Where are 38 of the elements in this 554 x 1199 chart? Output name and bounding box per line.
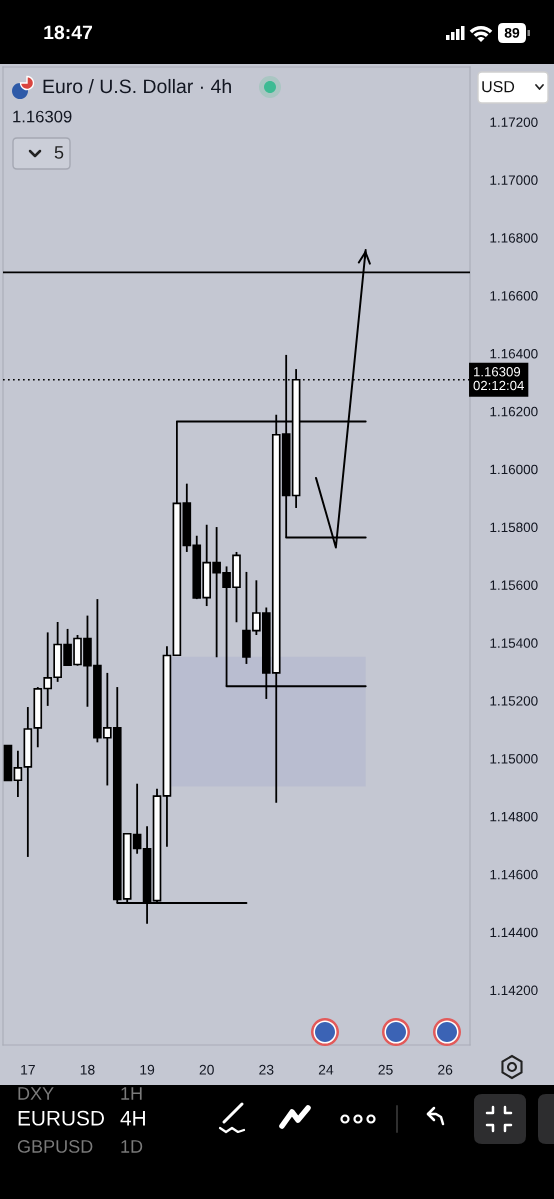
chart-title: Euro / U.S. Dollar · 4h [43,78,231,94]
text: 89 [504,27,520,38]
y-tick-label: 1.16400 [490,348,538,359]
y-tick-label: 1.16000 [490,464,538,475]
y-tick-label: 1.14400 [490,927,538,938]
x-tick-label: 19 [140,1064,155,1075]
text: GBPUSD [17,1140,93,1153]
y-tick-label: 1.15200 [490,696,538,706]
y-tick-label: 1.15000 [490,754,538,764]
x-tick-label: 18 [80,1064,95,1075]
y-tick-label: 1.17200 [490,117,538,127]
y-tick-label: 1.16600 [490,291,538,301]
x-tick-label: 25 [378,1064,393,1075]
x-tick-label: 26 [438,1064,453,1075]
text: 18:47 [44,25,93,40]
x-tick-label: 20 [199,1064,214,1075]
text: EURUSD [18,1110,104,1126]
text: 1D [121,1140,143,1153]
text: 1.16309 [13,110,72,123]
y-tick-label: 1.14800 [490,811,538,822]
x-tick-label: 24 [318,1064,334,1075]
y-tick-label: 1.16800 [490,233,538,243]
y-tick-label: 1.15400 [490,638,538,648]
y-tick-label: 1.17000 [490,175,538,185]
y-tick-label: 1.16200 [490,406,538,417]
text: 1H [121,1087,142,1100]
text: DXY [18,1087,54,1100]
annotation: 5 [54,146,64,159]
ref-line-label: 1.16309 02:12:04 [473,367,524,391]
x-tick-label: 17 [21,1064,35,1075]
text: USD [482,80,515,93]
text: 4H [120,1111,145,1126]
y-tick-label: 1.14200 [490,985,538,996]
y-tick-label: 1.15800 [490,522,538,533]
y-tick-label: 1.15600 [490,580,538,590]
y-tick-label: 1.14600 [490,869,538,880]
candlestick [13,749,23,798]
x-tick-label: 23 [259,1064,274,1075]
